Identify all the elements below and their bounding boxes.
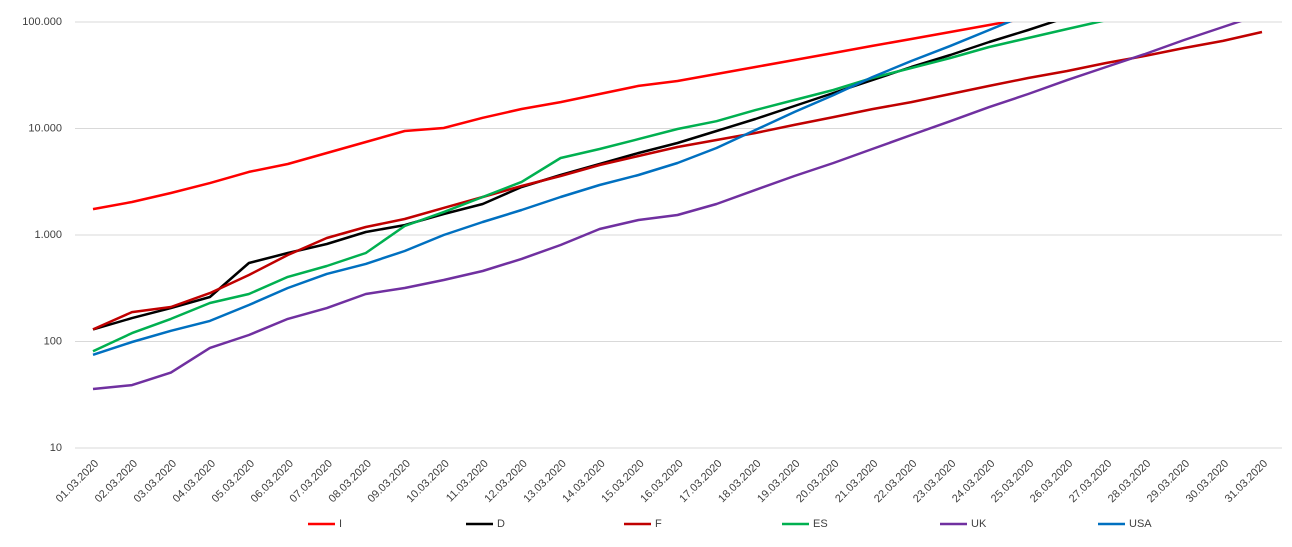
series-line [92, 30, 1263, 331]
plot-area [92, 22, 1263, 391]
series-line [92, 22, 1012, 356]
y-tick-label: 100.000 [22, 16, 62, 28]
y-tick-label: 100 [44, 335, 62, 347]
series-line [92, 22, 1057, 331]
legend-label: I [339, 518, 342, 530]
legend-label: ES [813, 518, 828, 530]
y-tick-label: 1.000 [34, 229, 62, 241]
legend-label: F [655, 518, 662, 530]
y-tick-label: 10 [50, 442, 62, 454]
series-line [92, 22, 1013, 211]
y-tick-label: 10.000 [28, 122, 62, 134]
x-tick-label: 31.03.2020 [1223, 458, 1270, 505]
legend-label: UK [971, 518, 987, 530]
series-line [92, 22, 1104, 353]
legend-label: USA [1129, 518, 1152, 530]
series-line [92, 22, 1242, 391]
legend-label: D [497, 518, 505, 530]
